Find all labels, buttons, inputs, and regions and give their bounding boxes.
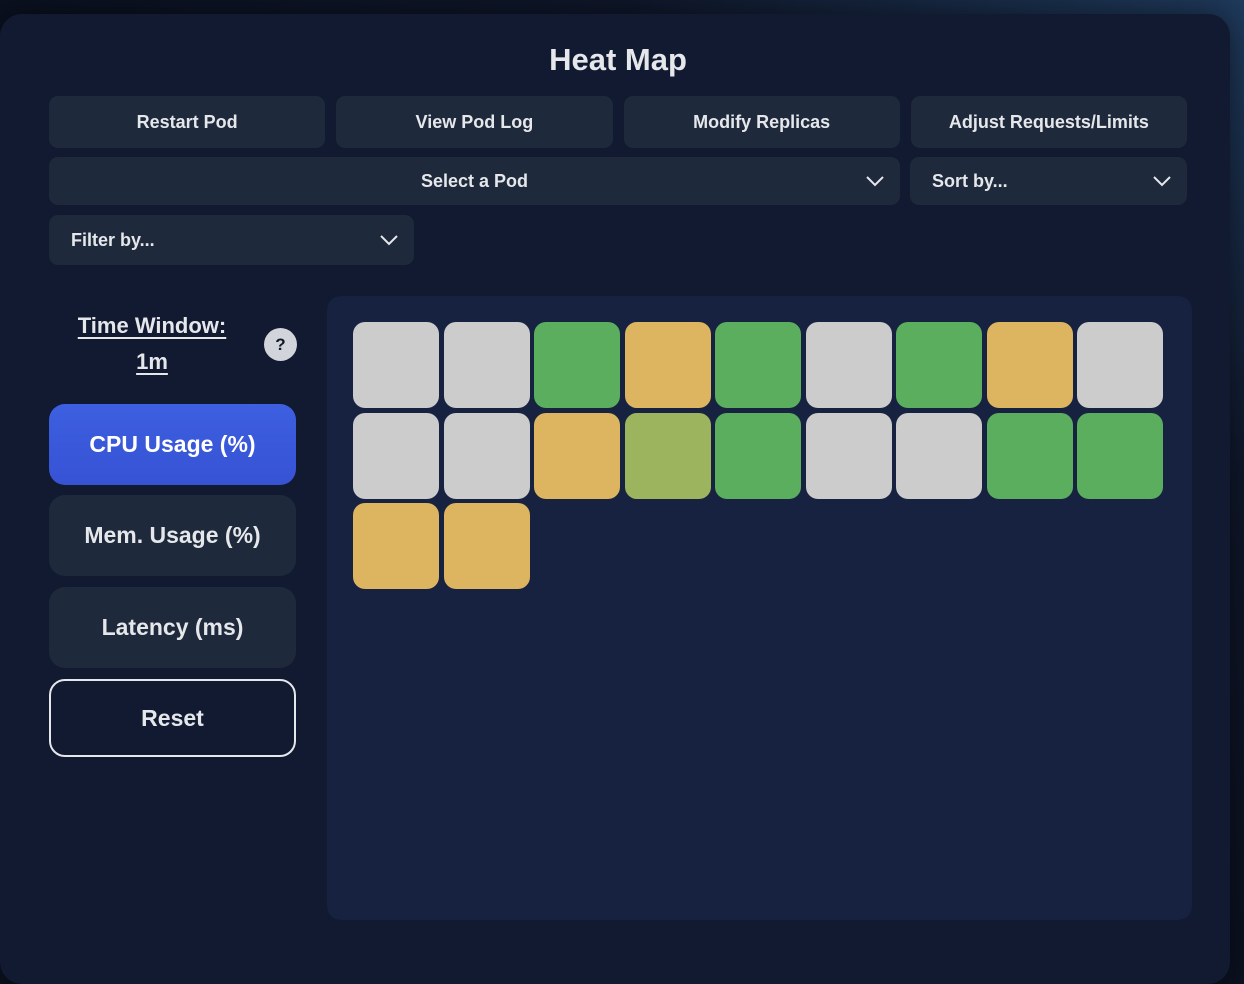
time-window-label[interactable]: Time Window: 1m <box>52 308 252 380</box>
help-icon[interactable]: ? <box>264 328 297 361</box>
heatmap-cell[interactable] <box>534 322 620 408</box>
heatmap-cell[interactable] <box>1077 322 1163 408</box>
heatmap-panel <box>327 296 1192 920</box>
time-window-title: Time Window: <box>52 308 252 344</box>
heatmap-cell[interactable] <box>625 413 711 499</box>
heatmap-cell[interactable] <box>353 322 439 408</box>
chevron-down-icon <box>1153 175 1171 187</box>
heatmap-grid <box>353 322 1167 589</box>
heatmap-cell[interactable] <box>806 322 892 408</box>
chevron-down-icon <box>866 175 884 187</box>
page-title: Heat Map <box>0 42 1236 78</box>
sort-select-label: Sort by... <box>932 171 1008 192</box>
heatmap-cell[interactable] <box>625 322 711 408</box>
latency-button[interactable]: Latency (ms) <box>49 587 296 668</box>
filter-select-label: Filter by... <box>71 230 155 251</box>
pod-select-label: Select a Pod <box>421 171 528 192</box>
heatmap-cell[interactable] <box>715 322 801 408</box>
heatmap-cell[interactable] <box>715 413 801 499</box>
heatmap-cell[interactable] <box>353 503 439 589</box>
modify-replicas-button[interactable]: Modify Replicas <box>624 96 900 148</box>
action-bar: Restart Pod View Pod Log Modify Replicas… <box>49 96 1187 148</box>
sort-select[interactable]: Sort by... <box>910 157 1187 205</box>
heatmap-cell[interactable] <box>353 413 439 499</box>
cpu-usage-button[interactable]: CPU Usage (%) <box>49 404 296 485</box>
heatmap-cell[interactable] <box>806 413 892 499</box>
filter-select[interactable]: Filter by... <box>49 215 414 265</box>
heatmap-cell[interactable] <box>444 413 530 499</box>
adjust-limits-button[interactable]: Adjust Requests/Limits <box>911 96 1187 148</box>
heatmap-cell[interactable] <box>444 503 530 589</box>
heatmap-cell[interactable] <box>896 413 982 499</box>
time-window-value: 1m <box>52 344 252 380</box>
heatmap-cell[interactable] <box>534 413 620 499</box>
restart-pod-button[interactable]: Restart Pod <box>49 96 325 148</box>
heatmap-cell[interactable] <box>444 322 530 408</box>
heatmap-cell[interactable] <box>987 413 1073 499</box>
heatmap-cell[interactable] <box>896 322 982 408</box>
heatmap-cell[interactable] <box>987 322 1073 408</box>
mem-usage-button[interactable]: Mem. Usage (%) <box>49 495 296 576</box>
pod-select[interactable]: Select a Pod <box>49 157 900 205</box>
view-pod-log-button[interactable]: View Pod Log <box>336 96 612 148</box>
reset-button[interactable]: Reset <box>49 679 296 757</box>
chevron-down-icon <box>380 234 398 246</box>
heatmap-cell[interactable] <box>1077 413 1163 499</box>
